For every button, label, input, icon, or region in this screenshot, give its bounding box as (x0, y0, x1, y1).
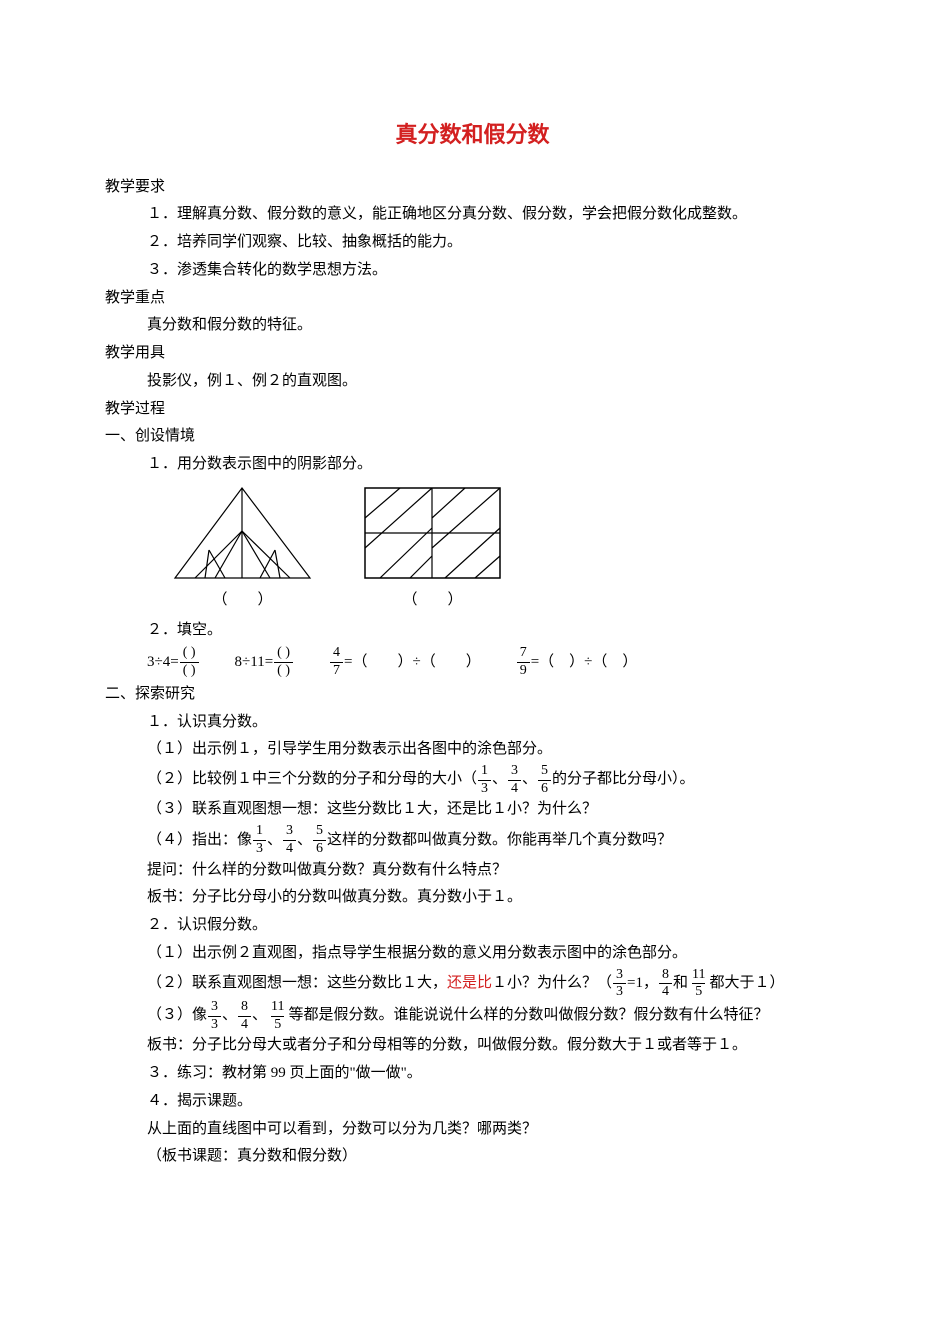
req-item-3: ３．渗透集合转化的数学思想方法。 (105, 257, 840, 285)
frac-blank-1: ( ) ( ) (180, 646, 199, 678)
frac-1-3-b: 13 (253, 824, 266, 856)
page-title: 真分数和假分数 (105, 115, 840, 156)
req-item-1: １．理解真分数、假分数的意义，能正确地区分真分数、假分数，学会把假分数化成整数。 (105, 201, 840, 229)
triangle-blank: （ ） (165, 587, 320, 615)
frac-5-6-a: 56 (538, 764, 551, 796)
s2-question: 提问：什么样的分数叫做真分数？真分数有什么特点？ (105, 857, 840, 885)
section-2-header: 二、探索研究 (105, 681, 840, 709)
s2-board-2: 板书：分子比分母大或者分子和分母相等的分数，叫做假分数。假分数大于１或者等于１。 (105, 1032, 840, 1060)
eq-4: 7 9 =（ ）÷（ ） (516, 646, 638, 678)
eq3-right: =（ ）÷（ ） (344, 649, 481, 677)
frac-blank-2: ( ) ( ) (274, 646, 293, 678)
s2-item-2: ２．认识假分数。 (105, 912, 840, 940)
s2-4-2: （板书课题：真分数和假分数） (105, 1143, 840, 1171)
frac-3-4-a: 34 (508, 764, 521, 796)
math-row: 3÷4= ( ) ( ) 8÷11= ( ) ( ) 4 7 =（ ）÷（ ） … (105, 646, 840, 678)
s2-item-1: １．认识真分数。 (105, 709, 840, 737)
frac-8-4-b: 84 (238, 1000, 251, 1032)
s2-item-4: ４．揭示课题。 (105, 1088, 840, 1116)
frac-11-5-b: 115 (268, 1000, 287, 1032)
frac-5-6-b: 56 (313, 824, 326, 856)
frac-3-3-a: 33 (613, 968, 626, 1000)
rect-blank: （ ） (360, 587, 505, 615)
s1-item-1: １．用分数表示图中的阴影部分。 (105, 451, 840, 479)
eq-3: 4 7 =（ ）÷（ ） (329, 646, 481, 678)
s2-1-4: （４）指出：像 13 、 34 、 56 这样的分数都叫做真分数。你能再举几个真… (105, 824, 840, 856)
tool-item: 投影仪，例１、例２的直观图。 (105, 368, 840, 396)
s2-2-1: （１）出示例２直观图，指点导学生根据分数的意义用分数表示图中的涂色部分。 (105, 940, 840, 968)
req-header: 教学要求 (105, 174, 840, 202)
s2-1-1: （１）出示例１，引导学生用分数表示出各图中的涂色部分。 (105, 736, 840, 764)
eq-1: 3÷4= ( ) ( ) (147, 646, 200, 678)
frac-1-3-a: 13 (478, 764, 491, 796)
s2-board: 板书：分子比分母小的分数叫做真分数。真分数小于１。 (105, 884, 840, 912)
rect-svg (360, 483, 505, 583)
eq2-left: 8÷11= (235, 649, 274, 677)
frac-3-3-b: 33 (208, 1000, 221, 1032)
s2-item-3: ３．练习：教材第 99 页上面的"做一做"。 (105, 1060, 840, 1088)
frac-4-7: 4 7 (330, 646, 343, 678)
diagram-row: （ ） （ ） (105, 483, 840, 615)
s2-2-2: （２）联系直观图想一想：这些分数比１大， 还是比 １小？为什么？（ 33 =1，… (105, 968, 840, 1000)
eq4-right: =（ ）÷（ ） (531, 649, 638, 677)
proc-header: 教学过程 (105, 396, 840, 424)
section-1-header: 一、创设情境 (105, 423, 840, 451)
triangle-diagram: （ ） (165, 483, 320, 615)
focus-item: 真分数和假分数的特征。 (105, 312, 840, 340)
rect-diagram: （ ） (360, 483, 505, 615)
s2-1-3: （３）联系直观图想一想：这些分数比１大，还是比１小？为什么？ (105, 796, 840, 824)
eq1-left: 3÷4= (147, 649, 179, 677)
frac-11-5-a: 115 (689, 968, 708, 1000)
frac-8-4-a: 84 (659, 968, 672, 1000)
red-text: 还是比 (447, 970, 492, 998)
focus-header: 教学重点 (105, 285, 840, 313)
s1-item-2: ２．填空。 (105, 617, 840, 645)
frac-3-4-b: 34 (283, 824, 296, 856)
triangle-svg (165, 483, 320, 583)
s2-4-1: 从上面的直线图中可以看到，分数可以分为几类？哪两类？ (105, 1116, 840, 1144)
frac-7-9: 7 9 (517, 646, 530, 678)
eq-2: 8÷11= ( ) ( ) (235, 646, 294, 678)
tool-header: 教学用具 (105, 340, 840, 368)
s2-1-2: （２）比较例１中三个分数的分子和分母的大小（ 13 、 34 、 56 的分子都… (105, 764, 840, 796)
req-item-2: ２．培养同学们观察、比较、抽象概括的能力。 (105, 229, 840, 257)
s2-2-3: （３）像 33 、 84 、 115 等都是假分数。谁能说说什么样的分数叫做假分… (105, 1000, 840, 1032)
